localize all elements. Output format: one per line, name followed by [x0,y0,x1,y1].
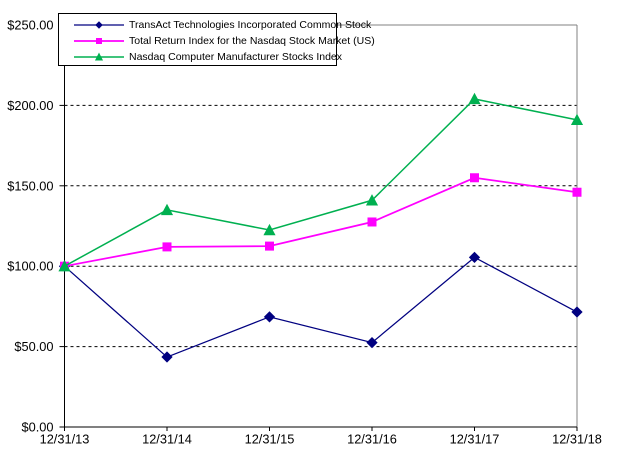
data-point-marker [468,251,481,263]
x-axis-label: 12/31/14 [142,432,192,447]
series-1 [60,173,582,271]
data-point-marker [572,187,582,197]
legend-marker [96,38,102,44]
data-point-marker [263,311,276,323]
x-axis-label: 12/31/17 [450,432,500,447]
data-point-marker [160,203,174,216]
x-axis-label: 12/31/15 [245,432,295,447]
data-point-marker [570,113,584,126]
data-point-marker [367,217,377,227]
data-point-marker [571,306,583,318]
x-axis-label: 12/31/18 [552,432,602,447]
series-line-2 [64,98,578,267]
legend-swatch-square-icon [74,38,124,44]
data-point-marker [470,173,479,183]
y-axis-label: $50.00 [14,339,53,354]
data-point-marker [263,223,276,236]
x-axis-label: 12/31/16 [347,432,397,447]
x-axis-label: 12/31/13 [40,432,90,447]
y-axis-label: $100.00 [7,259,53,274]
legend-label: Nasdaq Computer Manufacturer Stocks Inde… [129,51,343,63]
data-point-marker [468,92,481,105]
y-axis-label: $250.00 [7,18,53,33]
data-point-marker [162,242,172,252]
series-line-0 [64,256,578,358]
y-axis-label: $200.00 [7,98,53,113]
data-point-marker [366,336,378,349]
legend-marker [94,52,104,61]
data-point-marker [265,241,274,251]
chart-legend: TransAct Technologies Incorporated Commo… [58,13,375,66]
legend-label: TransAct Technologies Incorporated Commo… [129,19,372,31]
legend-marker [95,21,103,29]
y-axis-label: $150.00 [7,178,53,193]
legend-label: Total Return Index for the Nasdaq Stock … [129,35,375,47]
data-point-marker [58,260,71,272]
legend-entry-1: Total Return Index for the Nasdaq Stock … [59,33,375,49]
series-2 [58,92,584,272]
data-point-marker [365,194,379,206]
y-axis-label: $0.00 [21,420,53,435]
series-0 [58,251,583,363]
data-point-marker [161,351,173,363]
series-line-1 [64,176,578,268]
legend-entry-2: Nasdaq Computer Manufacturer Stocks Inde… [59,49,342,65]
legend-swatch-diamond-icon [74,21,124,29]
legend-entry-0: TransAct Technologies Incorporated Commo… [59,17,371,33]
legend-swatch-triangle-icon [74,52,124,61]
